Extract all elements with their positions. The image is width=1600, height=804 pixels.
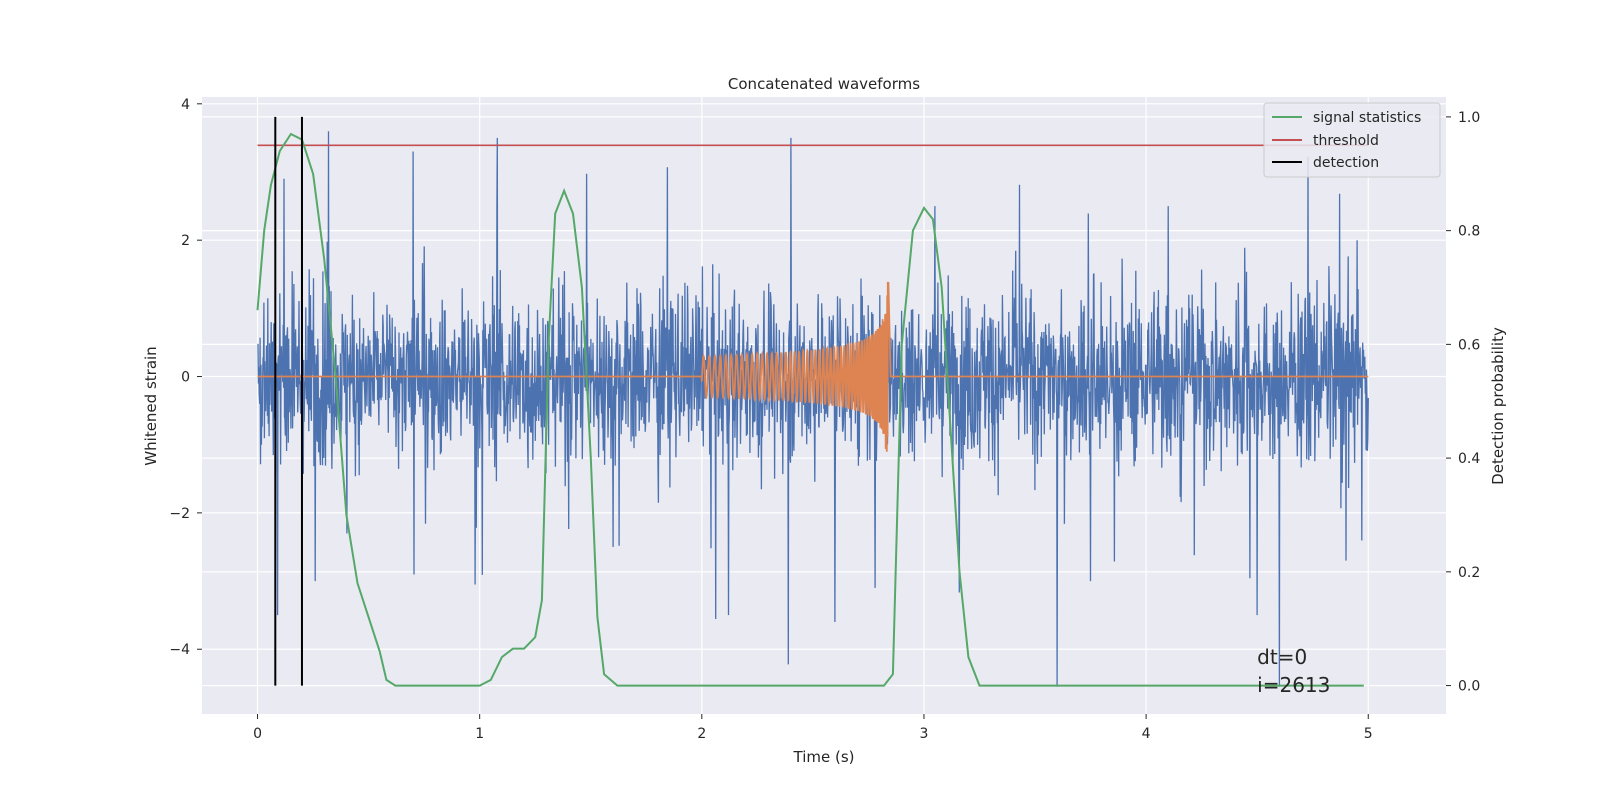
x-tick-label: 0 <box>253 726 262 742</box>
y-tick-label: 0 <box>181 370 190 386</box>
legend-label-detection: detection <box>1313 155 1379 171</box>
injected-signal-line <box>257 281 1369 452</box>
x-tick-label: 4 <box>1142 726 1151 742</box>
legend-label-threshold: threshold <box>1313 133 1379 149</box>
y-tick-label: 4 <box>181 97 190 113</box>
y2-tick-label: 0.8 <box>1458 224 1480 240</box>
y-axis-label: Whitened strain <box>142 346 160 465</box>
x-tick-label: 5 <box>1364 726 1373 742</box>
y2-tick-label: 0.0 <box>1458 679 1480 695</box>
detection-series <box>274 116 303 686</box>
y-tick-label: −2 <box>169 506 190 522</box>
signal-statistics-line <box>256 132 1364 687</box>
annotation-dt: dt=0 <box>1257 645 1307 669</box>
annotation-i: i=2613 <box>1257 673 1330 697</box>
y2-tick-label: 0.2 <box>1458 565 1480 581</box>
injected-signal-series <box>257 281 1369 452</box>
ticks: 0 1 2 3 4 5 4 2 0 −2 −4 1.0 0.8 0.6 0.4 0.2 0.0 <box>169 97 1480 742</box>
legend-box <box>1263 102 1441 178</box>
y2-tick-label: 0.6 <box>1458 337 1480 353</box>
y-tick-label: −4 <box>169 642 190 658</box>
x-axis-label: Time (s) <box>793 748 855 766</box>
y2-axis-label: Detection probability <box>1489 327 1507 485</box>
x-tick-label: 1 <box>475 726 484 742</box>
signal-statistics-series <box>256 132 1364 687</box>
x-tick-label: 3 <box>920 726 929 742</box>
chart-title: Concatenated waveforms <box>728 75 920 93</box>
x-tick-label: 2 <box>697 726 706 742</box>
legend: signal statistics threshold detection <box>1263 102 1441 178</box>
y2-tick-label: 1.0 <box>1458 110 1480 126</box>
y2-tick-label: 0.4 <box>1458 451 1480 467</box>
y-tick-label: 2 <box>181 233 190 249</box>
legend-label-signal-statistics: signal statistics <box>1313 110 1421 126</box>
